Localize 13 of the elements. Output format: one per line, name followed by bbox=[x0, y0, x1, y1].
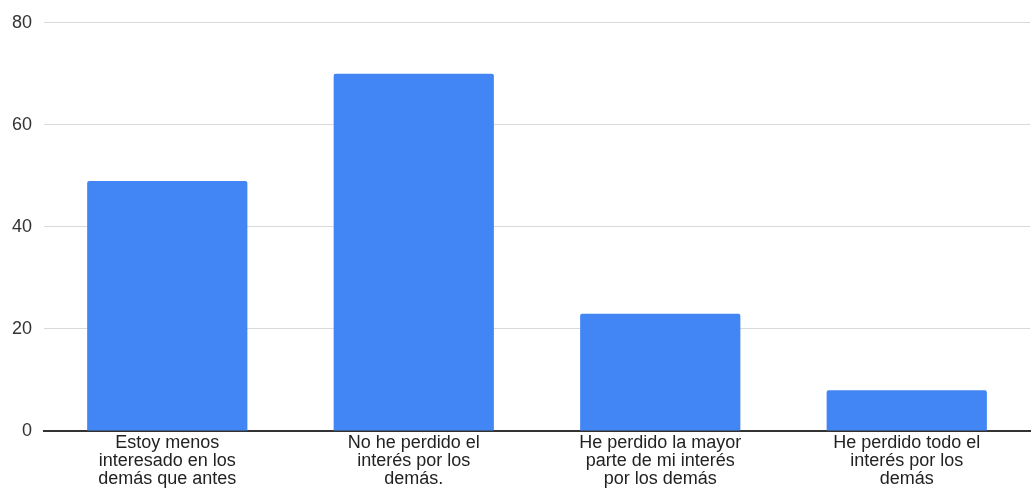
bar bbox=[580, 313, 741, 431]
y-tick-label: 80 bbox=[11, 11, 33, 32]
x-tick-label: He perdido todo el interés por los demás bbox=[833, 431, 981, 488]
x-tick-label: He perdido la mayor parte de mi interés por los demás bbox=[579, 431, 742, 488]
x-tick-label: No he perdido el interés por los demás. bbox=[347, 431, 480, 488]
x-tick-label: Estoy menos interesado en los demás que antes bbox=[98, 431, 237, 488]
y-tick-label: 40 bbox=[11, 215, 33, 236]
bar bbox=[333, 73, 494, 431]
y-tick-label: 0 bbox=[22, 419, 33, 440]
y-tick-label: 60 bbox=[11, 113, 33, 134]
y-tick-label: 20 bbox=[11, 317, 33, 338]
bar bbox=[826, 390, 987, 431]
bar bbox=[87, 180, 248, 431]
